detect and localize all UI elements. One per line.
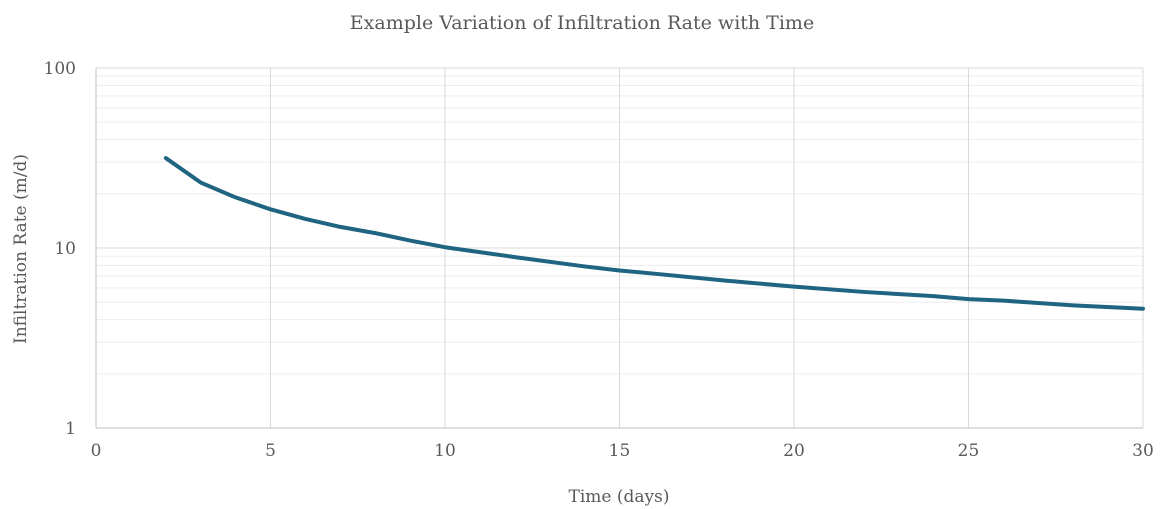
x-tick-label: 20 xyxy=(783,441,805,461)
y-axis-title: Infiltration Rate (m/d) xyxy=(11,154,31,344)
x-tick-label: 25 xyxy=(958,441,980,461)
series-layer xyxy=(163,156,1145,311)
axes xyxy=(95,68,1143,429)
y-tick-label: 1 xyxy=(65,419,76,439)
x-tick-label: 10 xyxy=(434,441,456,461)
x-tick-label: 0 xyxy=(91,441,102,461)
x-axis-title: Time (days) xyxy=(569,487,670,507)
y-tick-label: 100 xyxy=(44,59,76,79)
gridlines xyxy=(96,67,1144,428)
tick-labels: 1 10 100 0 5 10 15 20 25 30 xyxy=(44,59,1154,461)
x-tick-label: 30 xyxy=(1132,441,1154,461)
x-tick-label: 5 xyxy=(265,441,276,461)
series-line xyxy=(163,156,1145,311)
x-tick-label: 15 xyxy=(609,441,631,461)
chart-title: Example Variation of Infiltration Rate w… xyxy=(350,12,814,34)
y-tick-label: 10 xyxy=(54,239,76,259)
